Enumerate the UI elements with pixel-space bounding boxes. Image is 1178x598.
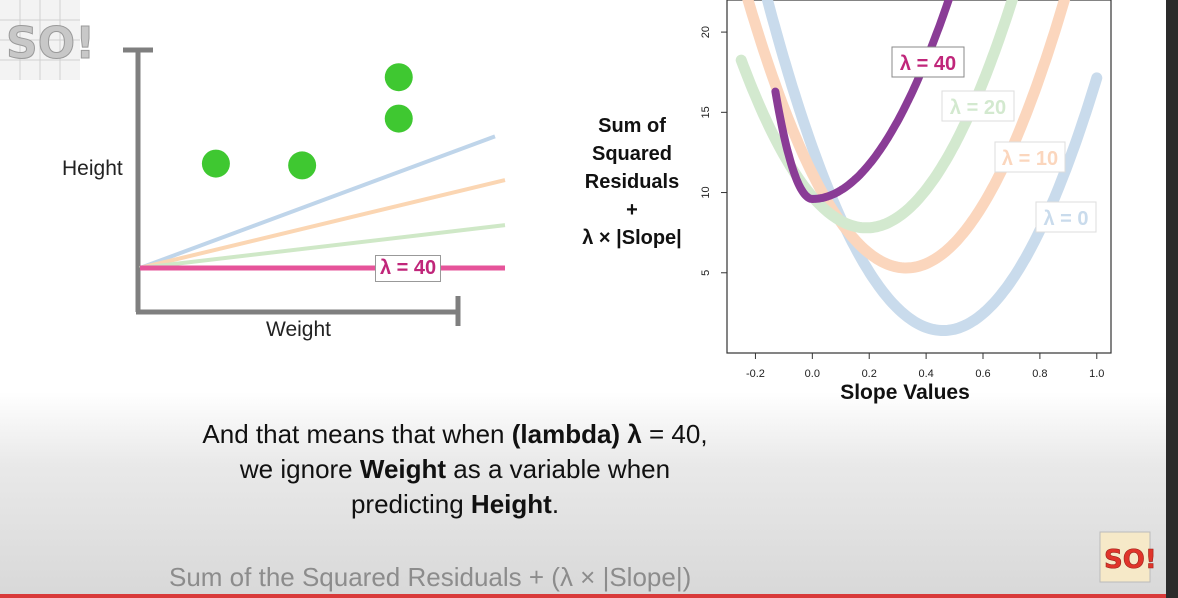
curve-label: λ = 40 (900, 53, 956, 75)
curve-label: λ = 0 (1043, 208, 1088, 230)
formula-line: Sum of (598, 115, 666, 137)
weight-axis-label: Weight (266, 318, 331, 341)
x-tick-label: 0.8 (1032, 368, 1047, 380)
formula-line: λ × |Slope| (582, 227, 682, 249)
caption-bold: Height (470, 489, 552, 519)
regression-line (139, 134, 496, 270)
x-tick-label: 1.0 (1089, 368, 1104, 380)
plot-frame (726, 0, 1112, 354)
caption-subtitle: And that means that when (lambda) λ = 40… (140, 417, 770, 522)
penalty-curve (735, 0, 1018, 234)
y-tick-label: 20 (700, 26, 712, 38)
statquest-small-logo-icon: SO! (1099, 531, 1154, 583)
regression-line (139, 178, 506, 270)
regression-line (139, 223, 506, 270)
penalty-curve (761, 0, 1103, 336)
lambda-40-label: λ = 40 (375, 255, 442, 282)
caption-text: And that means that when (202, 419, 512, 449)
y-axis-formula-label: Sum of Squared Residuals + λ × |Slope| (562, 112, 702, 252)
y-tick-label: 5 (700, 270, 712, 276)
data-point (288, 151, 317, 180)
y-tick-label: 15 (700, 106, 712, 118)
svg-text:SO!: SO! (6, 18, 90, 69)
caption-bold: Weight (359, 454, 447, 484)
y-tick-label: 10 (700, 186, 712, 198)
height-axis-label: Height (62, 157, 123, 180)
curve-label-box (891, 46, 965, 78)
bottom-fade (0, 392, 1178, 598)
statquest-logo-icon: SO! (0, 0, 90, 80)
caption-text: as a variable when (446, 454, 671, 484)
x-tick-label: 0.4 (918, 368, 933, 380)
window-edge (1166, 0, 1178, 598)
curve-label: λ = 20 (950, 97, 1006, 119)
caption-bold: (lambda) (511, 419, 621, 449)
caption-text: = 40, (641, 419, 708, 449)
data-point (384, 63, 413, 92)
x-tick-label: -0.2 (746, 368, 765, 380)
curve-label-box (941, 90, 1015, 122)
curve-label-box (1035, 201, 1097, 233)
svg-text:SO!: SO! (1104, 545, 1154, 575)
data-point (201, 149, 230, 178)
x-axis-title: Slope Values (840, 381, 970, 404)
x-tick-label: 0.0 (805, 368, 820, 380)
formula-line: Residuals (584, 171, 680, 193)
curve-label: λ = 10 (1002, 148, 1058, 170)
formula-line: Squared (591, 143, 673, 165)
x-tick-label: 0.2 (862, 368, 877, 380)
caption-bold: λ (627, 419, 642, 449)
regression-plot (123, 47, 506, 326)
video-progress-bar[interactable] (0, 594, 1166, 598)
curve-label-box (994, 141, 1066, 173)
caption-text: predicting (350, 489, 471, 519)
penalty-curve (771, 0, 953, 204)
footer-formula: Sum of the Squared Residuals + (λ × |Slo… (169, 562, 692, 592)
caption-text: . (551, 489, 560, 519)
data-point (384, 104, 413, 133)
penalty-curve (742, 0, 1071, 274)
penalty-curve-chart: -0.2 0.0 0.2 0.4 0.6 0.8 1.0 5 10 15 20 λ = 0 λ = 1… (700, 0, 1112, 380)
formula-line: + (626, 199, 638, 221)
caption-text: we ignore (239, 454, 360, 484)
x-tick-label: 0.6 (975, 368, 990, 380)
